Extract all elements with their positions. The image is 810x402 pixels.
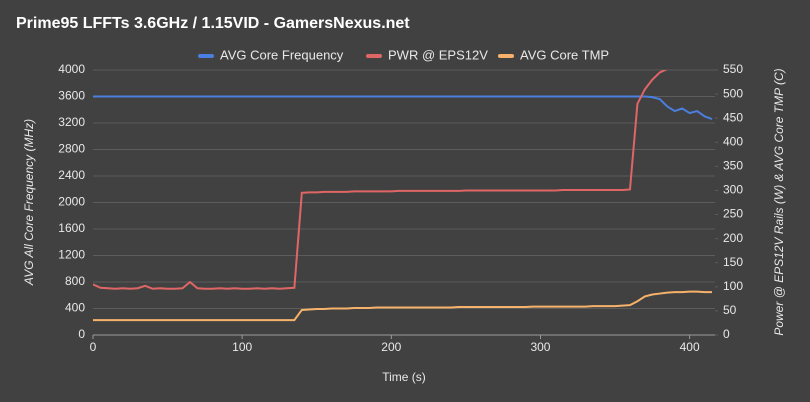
x-tick-label: 0 <box>90 340 97 354</box>
y-tick-label: 2000 <box>58 195 85 209</box>
y2-tick-label: 50 <box>723 303 737 317</box>
y2-tick-label: 300 <box>723 183 743 197</box>
series-line <box>93 95 713 120</box>
series-line <box>93 70 668 290</box>
y-tick-label: 3200 <box>58 115 85 129</box>
chart-title: Prime95 LFFTs 3.6GHz / 1.15VID - GamersN… <box>16 15 410 32</box>
legend-label: AVG Core TMP <box>520 47 609 62</box>
y-tick-label: 0 <box>78 327 85 341</box>
y-tick-label: 1600 <box>58 221 85 235</box>
x-axis-label: Time (s) <box>382 370 426 384</box>
y2-tick-label: 150 <box>723 255 743 269</box>
x-tick-label: 300 <box>530 340 550 354</box>
x-tick-label: 400 <box>680 340 700 354</box>
y2-axis-label: Power @ EPS12V Rails (W) & AVG Core TMP … <box>772 68 786 335</box>
y2-tick-label: 550 <box>723 62 743 76</box>
series-line <box>93 290 713 322</box>
y-tick-label: 400 <box>65 301 85 315</box>
y2-tick-label: 250 <box>723 207 743 221</box>
y2-tick-label: 400 <box>723 134 743 148</box>
legend-label: PWR @ EPS12V <box>388 47 488 62</box>
y2-tick-label: 200 <box>723 231 743 245</box>
y2-tick-label: 100 <box>723 279 743 293</box>
y-tick-label: 3600 <box>58 89 85 103</box>
y-tick-label: 1200 <box>58 248 85 262</box>
y-tick-label: 800 <box>65 274 85 288</box>
x-tick-label: 200 <box>381 340 401 354</box>
y-tick-label: 2800 <box>58 142 85 156</box>
y-axis-label: AVG All Core Frequency (MHz) <box>22 119 36 286</box>
y-tick-label: 4000 <box>58 62 85 76</box>
legend-label: AVG Core Frequency <box>220 47 344 62</box>
x-tick-label: 100 <box>232 340 252 354</box>
y-tick-label: 2400 <box>58 168 85 182</box>
y2-tick-label: 0 <box>723 327 730 341</box>
y2-tick-label: 350 <box>723 159 743 173</box>
y2-tick-label: 500 <box>723 86 743 100</box>
y2-tick-label: 450 <box>723 110 743 124</box>
